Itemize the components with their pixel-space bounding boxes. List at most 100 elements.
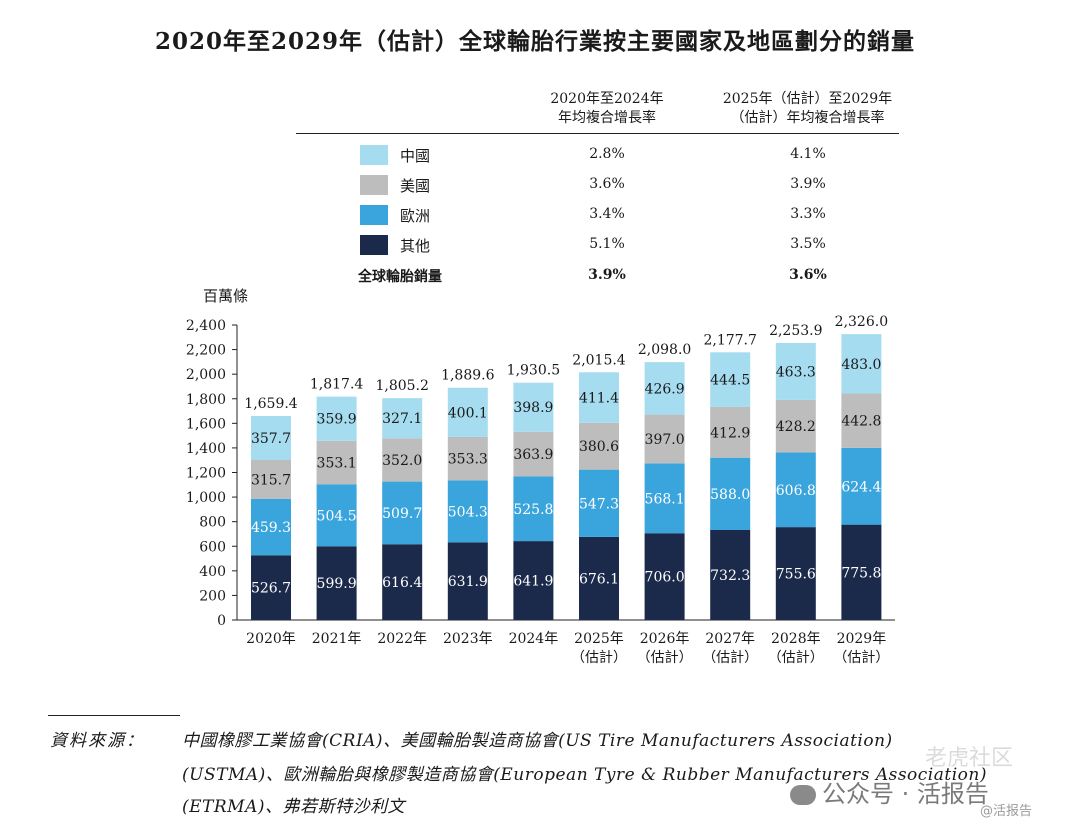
bar-segment [775, 342, 816, 400]
x-tick-label: 2025年 [574, 631, 624, 647]
source-line: 中國橡膠工業協會(CRIA)、美國輪胎製造商協會(US Tire Manufac… [182, 731, 893, 751]
data-label: 631.9 [448, 574, 488, 590]
x-tick-label: （估計） [637, 650, 693, 666]
source-label: 資料來源： [50, 731, 145, 751]
bar-segment [447, 480, 488, 543]
table-rule [296, 133, 899, 134]
cagr-value-2025-2029: 3.3% [790, 206, 826, 222]
data-label: 509.7 [382, 506, 422, 522]
cagr-header-line: 2020年至2024年 [550, 91, 664, 107]
data-label: 775.8 [841, 565, 881, 581]
legend-label: 中國 [400, 147, 431, 165]
bar-segment [513, 476, 554, 542]
legend-label: 歐洲 [400, 207, 431, 225]
y-axis-unit: 百萬條 [203, 287, 249, 305]
x-tick-label: 2023年 [443, 631, 493, 647]
data-label: 641.9 [513, 574, 553, 590]
bar-segment [513, 382, 554, 432]
data-label: 463.3 [776, 364, 816, 380]
total-row-label: 全球輪胎銷量 [358, 269, 442, 285]
source-line: (USTMA)、歐洲輪胎與橡膠製造商協會(European Tyre & Rub… [182, 765, 987, 785]
data-label: 599.9 [317, 576, 357, 592]
legend-swatch [360, 235, 388, 255]
x-tick-label: 2024年 [509, 631, 559, 647]
total-label: 2,098.0 [638, 342, 691, 358]
total-label: 1,930.5 [507, 363, 560, 379]
data-label: 606.8 [776, 483, 816, 499]
data-label: 357.7 [251, 431, 291, 447]
page-title: 2020年至2029年（估計）全球輪胎行業按主要國家及地區劃分的銷量 [154, 28, 916, 55]
x-tick-label: 2028年 [771, 631, 821, 647]
total-cagr-2025-2029: 3.6% [789, 267, 827, 283]
bar-segment [251, 498, 291, 556]
cagr-value-2025-2029: 3.9% [790, 176, 826, 192]
x-tick-label: 2029年 [837, 631, 887, 647]
data-label: 412.9 [710, 425, 750, 441]
legend-swatch [360, 175, 388, 195]
watermark-community: 老虎社区 [925, 746, 1014, 771]
watermark-wechat-text: 公众号 · 活报告 [822, 780, 989, 808]
bar-segment [316, 484, 357, 547]
data-label: 444.5 [710, 373, 750, 389]
cagr-value-2020-2024: 5.1% [589, 236, 625, 252]
data-label: 411.4 [579, 391, 619, 407]
data-label: 504.5 [317, 508, 357, 524]
x-tick-label: （估計） [833, 650, 889, 666]
y-tick-label: 1,000 [186, 490, 226, 506]
bar-segment [251, 459, 291, 499]
x-tick-label: （估計） [571, 650, 627, 666]
data-label: 380.6 [579, 439, 619, 455]
data-label: 588.0 [710, 487, 750, 503]
y-tick-label: 800 [199, 515, 226, 531]
data-label: 624.4 [841, 479, 881, 495]
y-tick-label: 0 [217, 613, 226, 629]
data-label: 755.6 [776, 567, 816, 583]
bar-segment [775, 399, 816, 453]
x-tick-label: 2027年 [705, 631, 755, 647]
y-tick-label: 200 [199, 588, 226, 604]
data-label: 327.1 [382, 411, 422, 427]
y-tick-label: 400 [199, 564, 226, 580]
cagr-header-line: 年均複合增長率 [558, 110, 656, 126]
data-label: 525.8 [513, 502, 553, 518]
cagr-value-2020-2024: 2.8% [589, 146, 625, 162]
bar-segment [841, 447, 882, 525]
total-cagr-2020-2024: 3.9% [588, 267, 626, 283]
data-label: 397.0 [645, 432, 685, 448]
bar-segment [513, 541, 554, 620]
cagr-header-line: （估計）年均複合增長率 [730, 110, 885, 126]
cagr-value-2020-2024: 3.6% [589, 176, 625, 192]
bar-segment [710, 406, 751, 458]
bar-segment [447, 436, 488, 481]
data-label: 547.3 [579, 496, 619, 512]
bar-segment [579, 536, 619, 620]
cagr-value-2025-2029: 3.5% [790, 236, 826, 252]
bar-segment [382, 544, 423, 620]
y-tick-label: 2,000 [186, 367, 226, 383]
legend-label: 美國 [400, 177, 431, 195]
bar-segment [775, 452, 816, 528]
data-label: 568.1 [645, 491, 685, 507]
bar-segment [841, 334, 882, 394]
bar-segment [644, 533, 685, 620]
cagr-value-2020-2024: 3.4% [589, 206, 625, 222]
data-label: 706.0 [645, 570, 685, 586]
data-label: 732.3 [710, 568, 750, 584]
bar-segment [579, 469, 619, 537]
source-line: (ETRMA)、弗若斯特沙利文 [182, 797, 405, 817]
bar-segment [775, 527, 816, 620]
total-label: 2,326.0 [835, 314, 888, 330]
bar-segment [316, 396, 357, 441]
bar-segment [251, 555, 291, 620]
y-tick-label: 1,600 [186, 416, 226, 432]
bar-segment [382, 438, 423, 482]
data-label: 353.3 [448, 452, 488, 468]
bar-segment [710, 352, 751, 407]
y-tick-label: 1,800 [186, 392, 226, 408]
data-label: 315.7 [251, 472, 291, 488]
y-tick-label: 2,400 [186, 318, 226, 334]
bar-segment [316, 440, 357, 485]
data-label: 616.4 [382, 575, 422, 591]
watermark-wechat: 公众号 · 活报告 [790, 774, 989, 809]
